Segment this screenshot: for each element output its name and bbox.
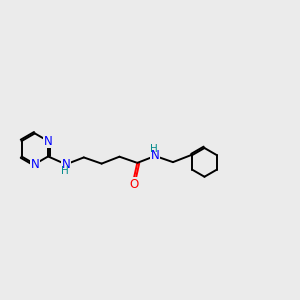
Text: N: N	[61, 158, 70, 171]
Text: N: N	[151, 149, 160, 162]
Text: H: H	[61, 166, 69, 176]
Text: O: O	[129, 178, 138, 191]
Text: N: N	[44, 135, 52, 148]
Text: H: H	[150, 144, 158, 154]
Text: N: N	[31, 158, 39, 171]
